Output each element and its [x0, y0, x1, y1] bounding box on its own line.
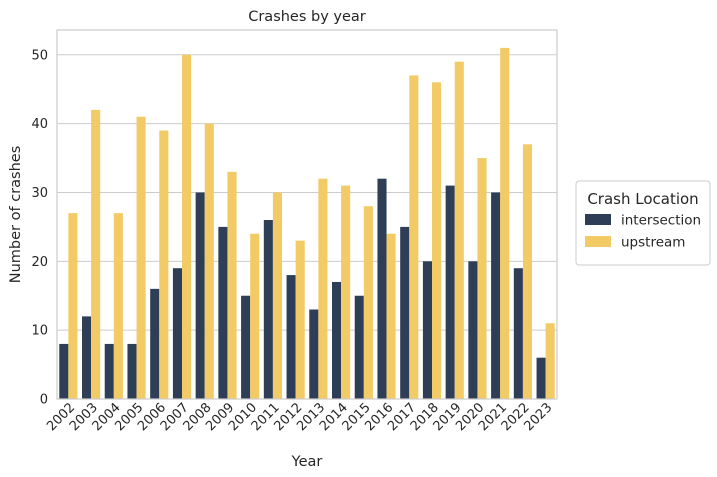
- bar-intersection-2016: [377, 178, 387, 399]
- bar-upstream-2021: [500, 47, 510, 399]
- bar-intersection-2007: [172, 268, 182, 399]
- bar-upstream-2007: [182, 54, 192, 400]
- y-tick-label: 10: [31, 324, 48, 339]
- bar-intersection-2005: [127, 343, 137, 399]
- bar-upstream-2023: [545, 323, 555, 399]
- bar-intersection-2006: [150, 288, 160, 399]
- legend-swatch-intersection: [585, 214, 611, 225]
- bar-intersection-2023: [536, 357, 546, 399]
- bar-upstream-2009: [227, 171, 237, 399]
- y-tick-label: 50: [31, 48, 48, 63]
- x-axis-label: Year: [291, 454, 323, 470]
- bar-intersection-2019: [445, 185, 455, 399]
- bar-intersection-2004: [104, 343, 114, 399]
- bar-intersection-2020: [468, 261, 478, 399]
- x-axis-ticks: 2002200320042005200620072008200920102011…: [44, 400, 555, 434]
- bar-upstream-2016: [386, 233, 396, 399]
- bar-upstream-2013: [318, 178, 328, 399]
- plot-frame: [56, 29, 558, 400]
- legend-label-upstream: upstream: [621, 235, 685, 251]
- bar-upstream-2014: [341, 185, 351, 399]
- y-tick-label: 20: [31, 255, 48, 270]
- y-axis-label: Number of crashes: [8, 146, 24, 283]
- bar-upstream-2012: [295, 240, 305, 399]
- bar-upstream-2003: [91, 109, 101, 399]
- bar-intersection-2009: [218, 226, 228, 399]
- bar-upstream-2019: [454, 61, 464, 400]
- bar-intersection-2011: [263, 220, 273, 399]
- bar-upstream-2022: [522, 144, 532, 399]
- bar-intersection-2003: [82, 316, 92, 399]
- bar-intersection-2015: [354, 295, 364, 399]
- legend-title: Crash Location: [587, 190, 698, 208]
- legend-swatch-upstream: [585, 236, 611, 247]
- bar-upstream-2010: [250, 233, 260, 399]
- bar-intersection-2021: [491, 192, 501, 399]
- bar-upstream-2004: [113, 213, 123, 399]
- bar-intersection-2010: [241, 295, 251, 399]
- bar-intersection-2017: [400, 226, 410, 399]
- bar-intersection-2012: [286, 275, 296, 399]
- bar-intersection-2014: [332, 281, 342, 399]
- y-tick-label: 40: [31, 117, 48, 132]
- bar-upstream-2008: [204, 123, 214, 400]
- y-tick-label: 30: [31, 186, 48, 201]
- bar-intersection-2022: [513, 268, 523, 399]
- bar-intersection-2013: [309, 309, 319, 399]
- legend-label-intersection: intersection: [621, 213, 701, 229]
- bar-intersection-2002: [59, 343, 69, 399]
- y-tick-label: 0: [40, 393, 48, 408]
- bar-intersection-2008: [195, 192, 205, 399]
- bar-upstream-2015: [363, 206, 373, 399]
- bar-intersection-2018: [422, 261, 432, 399]
- legend: Crash Location intersection upstream: [575, 180, 711, 266]
- bar-upstream-2017: [409, 75, 419, 399]
- y-axis-ticks: 0 10 20 30 40 50: [31, 48, 48, 407]
- bar-upstream-2018: [432, 82, 442, 399]
- legend-items: intersection upstream: [585, 213, 701, 251]
- chart-title: Crashes by year: [248, 9, 366, 25]
- bar-upstream-2020: [477, 158, 487, 399]
- bar-upstream-2006: [159, 130, 169, 399]
- bar-upstream-2011: [272, 192, 282, 399]
- bar-upstream-2005: [136, 116, 146, 399]
- bars: [59, 47, 555, 400]
- bar-upstream-2002: [68, 213, 78, 399]
